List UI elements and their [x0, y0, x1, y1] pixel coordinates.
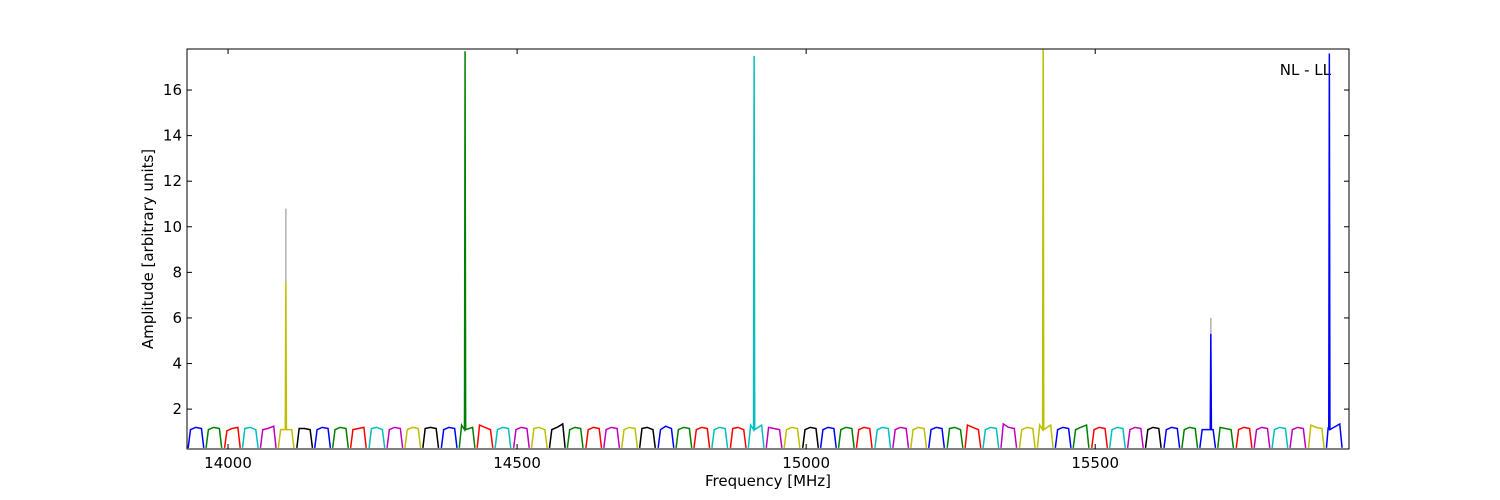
x-tick-label: 14000 — [204, 454, 252, 472]
y-tick-label: 14 — [163, 127, 182, 145]
spectrum-line — [1181, 426, 1199, 448]
spectrum-line — [1289, 426, 1307, 448]
spectrum-line — [512, 426, 530, 448]
spectrum-line — [259, 425, 277, 448]
spectrum-line — [368, 426, 386, 448]
spectrum-line — [1163, 426, 1181, 448]
spectrum-line — [892, 426, 910, 448]
spectrum-line — [729, 426, 747, 448]
x-tick-label: 15500 — [1071, 454, 1119, 472]
spectrum-line — [638, 426, 657, 448]
spectrum-line — [585, 426, 603, 448]
spectrum-line — [331, 426, 350, 448]
plot-frame — [186, 48, 1350, 450]
spectrum-line — [603, 426, 621, 448]
y-tick-label: 10 — [163, 218, 182, 236]
spectrum-line — [494, 426, 512, 448]
spectrum-line — [765, 426, 783, 448]
spectrum-line — [187, 426, 205, 448]
spectrum-line — [747, 55, 765, 448]
spectrum-line — [241, 426, 259, 448]
spectrum-line — [855, 426, 873, 448]
spectrum-line — [476, 423, 494, 448]
spectrum-line — [548, 422, 566, 448]
spectrum-line — [874, 426, 892, 448]
spectrum-line — [657, 425, 675, 448]
spectrum-line — [458, 51, 476, 448]
spectrum-line — [277, 281, 295, 448]
spectrum-line — [837, 426, 855, 448]
y-axis-label: Amplitude [arbitrary units] — [139, 149, 157, 349]
y-tick-label: 8 — [172, 263, 182, 281]
y-tick-label: 2 — [172, 400, 182, 418]
spectrum-line — [205, 426, 223, 448]
spectrum-line — [964, 423, 982, 448]
spectrum-line — [1325, 53, 1343, 448]
spectrum-line — [1054, 426, 1072, 448]
spectrum-line — [422, 426, 440, 448]
spectrum-line — [910, 426, 928, 448]
spectrum-line — [711, 426, 729, 448]
spectrum-line — [296, 427, 314, 448]
spectrum-line — [1144, 426, 1162, 448]
x-axis-label: Frequency [MHz] — [705, 472, 831, 490]
spectrum-line — [404, 426, 422, 448]
x-tick-label: 15000 — [782, 454, 830, 472]
spectrum-line — [946, 426, 964, 448]
spectrum-line — [440, 426, 458, 448]
spectrum-line — [530, 426, 548, 448]
y-tick-label: 16 — [163, 81, 182, 99]
spectrum-line — [349, 426, 367, 448]
spectrum-line — [1000, 422, 1018, 448]
spectrum-line — [1199, 333, 1217, 448]
spectrum-line — [675, 426, 693, 448]
spectrum-line — [1018, 426, 1036, 448]
spectrum-line — [783, 426, 801, 448]
y-tick-label: 6 — [172, 309, 182, 327]
spectrum-line — [1036, 49, 1054, 448]
spectrum-line — [1271, 426, 1289, 448]
annotation: NL - LL — [1280, 61, 1332, 79]
spectrum-line — [314, 426, 332, 448]
spectrum-line — [693, 426, 711, 448]
spectrum-line — [982, 426, 1000, 448]
x-tick-label: 14500 — [493, 454, 541, 472]
spectrum-line — [927, 426, 946, 448]
spectrum-line — [1235, 426, 1253, 448]
y-tick-label: 4 — [172, 355, 182, 373]
spectrum-line — [386, 426, 404, 448]
spectrum-line — [1126, 426, 1144, 448]
spectrum-line — [620, 426, 639, 448]
spectrum-line — [1090, 426, 1109, 448]
spectrum-line — [223, 426, 241, 448]
spectrum-line — [1217, 426, 1235, 448]
spectrum-line — [566, 426, 584, 448]
spectrum-line — [1307, 423, 1325, 448]
spectrum-line — [1072, 424, 1090, 448]
spectrum-line — [1253, 426, 1271, 448]
spectrum-line — [1108, 426, 1127, 448]
y-tick-label: 12 — [163, 172, 182, 190]
spectrum-line — [819, 426, 837, 448]
spectrum-line — [801, 426, 820, 448]
